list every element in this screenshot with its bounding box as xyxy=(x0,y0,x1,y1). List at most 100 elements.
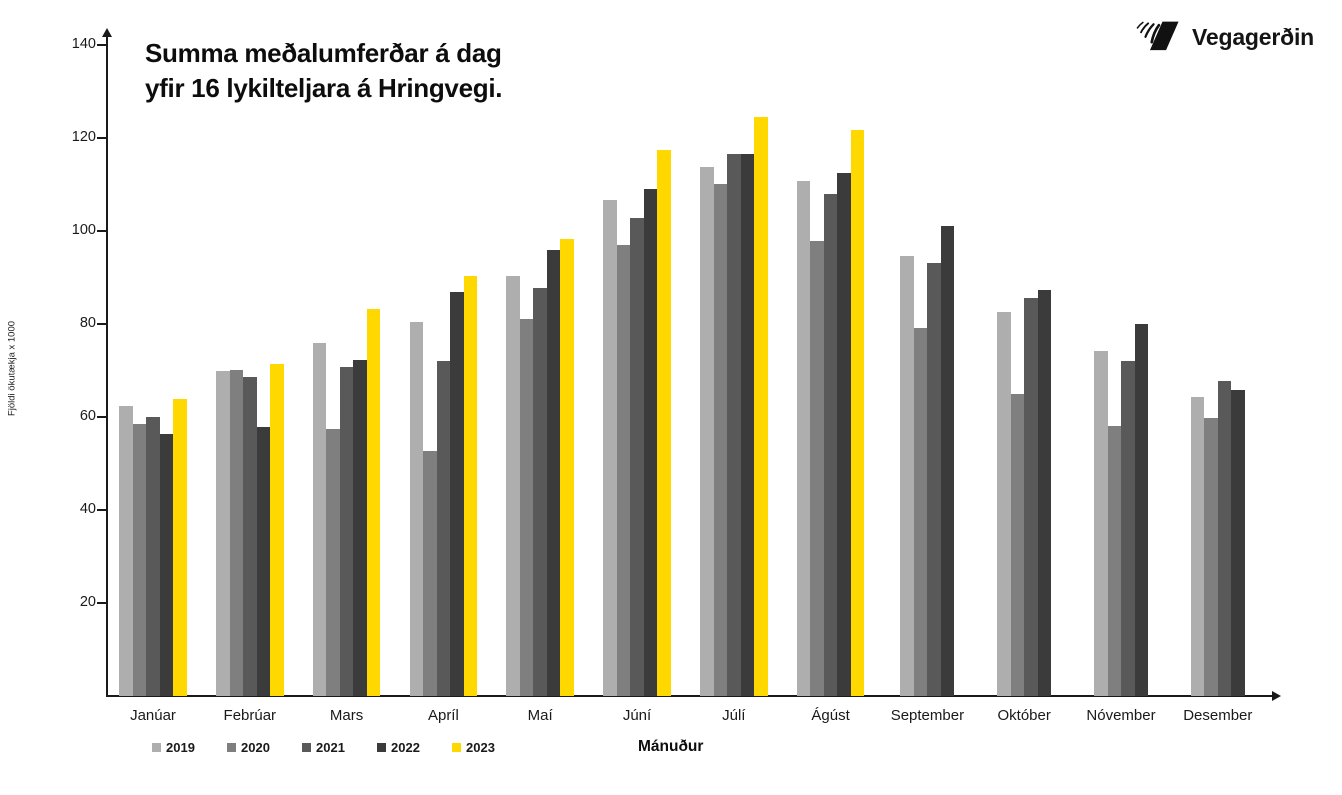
bar-2021-Febrúar xyxy=(243,377,257,696)
bar-2020-Mars xyxy=(326,429,340,696)
legend-item-2019: 2019 xyxy=(152,740,195,755)
bar-2023-Apríl xyxy=(463,275,478,696)
bar-2019-Febrúar xyxy=(216,371,230,696)
bar-2019-Maí xyxy=(506,276,520,696)
y-tick-100 xyxy=(97,230,107,232)
chart-title-line2: yfir 16 lykilteljara á Hringvegi. xyxy=(145,73,503,103)
bar-2020-Janúar xyxy=(132,424,147,696)
bar-2020-Maí xyxy=(519,319,534,696)
y-tick-140 xyxy=(97,44,107,46)
y-tick-80 xyxy=(97,323,107,325)
bar-2021-September xyxy=(927,263,941,696)
bar-2022-September xyxy=(940,226,955,696)
bar-2021-Maí xyxy=(533,287,547,696)
bar-2021-Janúar xyxy=(146,417,160,696)
bar-2022-Október xyxy=(1037,290,1052,696)
y-tick-60 xyxy=(97,416,107,418)
legend-label-2019: 2019 xyxy=(166,740,195,755)
bar-2022-Júlí xyxy=(740,154,755,696)
legend-label-2021: 2021 xyxy=(316,740,345,755)
bar-2021-Apríl xyxy=(436,360,451,696)
bar-2022-Desember xyxy=(1231,389,1245,696)
x-tick-label-Nóvember: Nóvember xyxy=(1086,707,1156,724)
x-tick-label-Júní: Júní xyxy=(622,707,652,724)
bar-2019-Júlí xyxy=(700,166,714,696)
bar-2021-Júní xyxy=(630,217,644,696)
legend-item-2023: 2023 xyxy=(452,740,495,755)
bar-2022-Maí xyxy=(546,250,561,696)
legend-swatch-2019 xyxy=(152,743,161,752)
bar-2021-Nóvember xyxy=(1121,361,1135,696)
bar-2023-Janúar xyxy=(173,399,187,696)
x-tick-label-Mars: Mars xyxy=(329,707,364,724)
x-tick-label-Maí: Maí xyxy=(527,707,553,724)
y-tick-40 xyxy=(97,509,107,511)
bar-2022-Febrúar xyxy=(256,427,271,696)
bar-2019-Desember xyxy=(1190,397,1205,696)
y-tick-label-80: 80 xyxy=(79,315,96,331)
bar-2019-September xyxy=(900,256,914,696)
y-axis xyxy=(106,36,108,696)
legend-item-2022: 2022 xyxy=(377,740,420,755)
bar-2022-Apríl xyxy=(450,291,464,696)
bar-2022-Ágúst xyxy=(837,172,851,696)
y-tick-label-140: 140 xyxy=(71,36,96,52)
bar-2019-Ágúst xyxy=(796,180,811,696)
bar-2023-Júlí xyxy=(754,116,768,696)
y-tick-label-100: 100 xyxy=(71,222,96,238)
legend-item-2020: 2020 xyxy=(227,740,270,755)
bar-2021-Ágúst xyxy=(823,193,838,696)
bar-2019-Október xyxy=(997,311,1011,696)
bar-2020-Október xyxy=(1010,393,1025,696)
bar-2020-Febrúar xyxy=(229,369,244,696)
bar-2019-Apríl xyxy=(409,322,424,696)
bar-2022-Júní xyxy=(643,189,658,696)
bar-2023-Mars xyxy=(366,309,381,696)
y-tick-label-20: 20 xyxy=(79,594,96,610)
bar-2022-Nóvember xyxy=(1134,323,1148,696)
bar-2023-Maí xyxy=(560,239,574,696)
x-tick-label-Júlí: Júlí xyxy=(722,707,746,724)
bar-2022-Mars xyxy=(353,359,367,696)
bar-2023-Júní xyxy=(657,150,671,696)
legend-item-2021: 2021 xyxy=(302,740,345,755)
bar-2021-Júlí xyxy=(727,154,741,696)
x-axis-title: Mánuður xyxy=(638,738,704,755)
y-axis-title: Fjöldi ökutækja x 1000 xyxy=(6,320,18,417)
y-tick-120 xyxy=(97,137,107,139)
bar-2019-Nóvember xyxy=(1094,351,1108,696)
y-axis-arrow-icon xyxy=(102,28,112,37)
x-tick-label-Apríl: Apríl xyxy=(427,707,459,724)
x-tick-label-Febrúar: Febrúar xyxy=(223,707,277,724)
bar-2021-Desember xyxy=(1217,380,1232,696)
bar-2023-Ágúst xyxy=(850,130,865,696)
x-tick-label-Ágúst: Ágúst xyxy=(811,707,850,724)
legend-swatch-2021 xyxy=(302,743,311,752)
bar-2020-Júní xyxy=(616,244,631,696)
x-axis-arrow-icon xyxy=(1272,691,1281,701)
bar-2020-September xyxy=(913,328,928,696)
legend-label-2020: 2020 xyxy=(241,740,270,755)
y-tick-label-60: 60 xyxy=(79,408,96,424)
legend-label-2023: 2023 xyxy=(466,740,495,755)
bar-2020-Desember xyxy=(1204,418,1218,696)
bar-2019-Janúar xyxy=(119,405,133,696)
legend-label-2022: 2022 xyxy=(391,740,420,755)
x-tick-label-Október: Október xyxy=(997,707,1051,724)
bar-2019-Júní xyxy=(603,199,617,696)
bar-2022-Janúar xyxy=(159,433,174,696)
x-tick-label-Desember: Desember xyxy=(1183,707,1253,724)
bar-2020-Júlí xyxy=(713,184,728,696)
chart-title-line1: Summa meðalumferðar á dag xyxy=(145,38,502,68)
chart-title: Summa meðalumferðar á dag yfir 16 lykilt… xyxy=(145,36,502,106)
x-axis xyxy=(106,695,1274,697)
vegagerdin-logo-icon xyxy=(1133,16,1183,59)
x-tick-label-September: September xyxy=(890,707,965,724)
x-tick-label-Janúar: Janúar xyxy=(130,707,176,724)
logo-wordmark: Vegagerðin xyxy=(1192,24,1314,50)
bar-2020-Ágúst xyxy=(810,241,824,696)
vegagerdin-logo: Vegagerðin xyxy=(1133,16,1314,59)
y-tick-label-40: 40 xyxy=(79,501,96,517)
bar-2021-Mars xyxy=(339,366,354,696)
